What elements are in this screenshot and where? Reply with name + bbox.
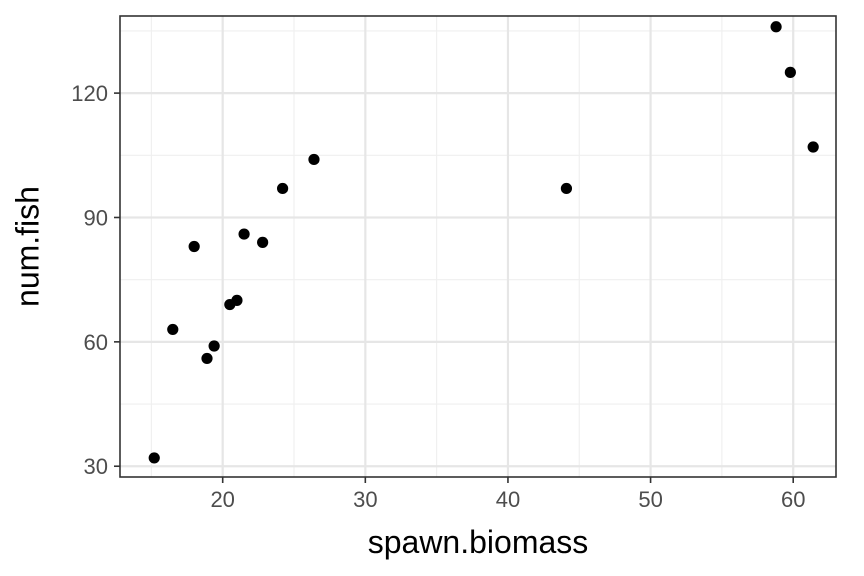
data-point bbox=[807, 141, 819, 153]
y-tick-label: 60 bbox=[84, 330, 108, 355]
data-point bbox=[231, 294, 243, 306]
y-tick-label: 30 bbox=[84, 454, 108, 479]
panel-border bbox=[119, 15, 837, 478]
y-tick-label: 90 bbox=[84, 205, 108, 230]
x-tick-label: 40 bbox=[496, 487, 520, 512]
data-point bbox=[167, 323, 179, 336]
x-axis-tick-labels: 20 30 40 50 60 bbox=[210, 487, 805, 512]
data-point bbox=[276, 182, 289, 195]
data-point bbox=[308, 153, 320, 166]
data-point bbox=[188, 240, 200, 253]
data-point bbox=[784, 66, 796, 78]
data-points bbox=[148, 21, 819, 464]
x-tick-label: 20 bbox=[210, 487, 234, 512]
x-tick-label: 60 bbox=[781, 487, 805, 512]
data-point bbox=[238, 228, 250, 240]
data-point bbox=[560, 182, 573, 195]
data-point bbox=[770, 21, 782, 33]
y-axis-tick-labels: 30 60 90 120 bbox=[71, 81, 108, 479]
x-tick-label: 30 bbox=[353, 487, 377, 512]
data-point bbox=[201, 352, 213, 365]
data-point bbox=[208, 340, 220, 352]
data-point bbox=[148, 452, 160, 464]
x-axis-title: spawn.biomass bbox=[368, 524, 589, 560]
axis-ticks bbox=[114, 92, 795, 483]
x-tick-label: 50 bbox=[638, 487, 662, 512]
major-gridlines bbox=[120, 16, 836, 477]
y-axis-title: num.fish bbox=[9, 186, 45, 307]
data-point bbox=[257, 236, 269, 248]
minor-gridlines bbox=[120, 16, 836, 477]
y-tick-label: 120 bbox=[71, 81, 108, 106]
